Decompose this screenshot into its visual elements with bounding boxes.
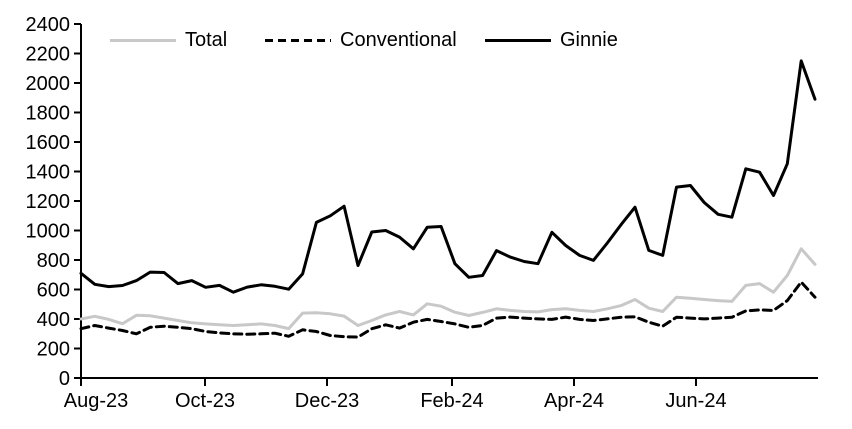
series-line-ginnie <box>79 59 817 294</box>
legend-item-conventional: Conventional <box>265 29 457 51</box>
legend-label-conventional: Conventional <box>340 29 457 51</box>
y-tick-label: 1200 <box>26 191 71 213</box>
legend-item-total: Total <box>110 29 227 51</box>
y-tick-label: 200 <box>37 339 70 361</box>
legend-line-sample-conventional <box>265 38 331 42</box>
y-tick-label: 1600 <box>26 132 71 154</box>
y-tick-label: 2400 <box>26 14 71 36</box>
chart-legend: Total Conventional Ginnie <box>0 0 852 60</box>
y-tick-label: 1000 <box>26 221 71 243</box>
x-tick-label: Aug-23 <box>64 390 129 412</box>
y-tick-label: 2000 <box>26 73 71 95</box>
y-tick-label: 800 <box>37 250 70 272</box>
legend-item-ginnie: Ginnie <box>485 29 618 51</box>
y-tick-label: 1400 <box>26 162 71 184</box>
series-line-total <box>79 247 817 331</box>
x-tick-label: Oct-23 <box>175 390 235 412</box>
legend-label-total: Total <box>185 29 228 51</box>
y-tick-label: 2200 <box>26 44 71 66</box>
legend-label-ginnie: Ginnie <box>560 29 618 51</box>
legend-line-sample-total <box>110 38 176 42</box>
series-line-conventional <box>79 280 817 339</box>
y-tick-label: 1800 <box>26 103 71 125</box>
x-tick-label: Feb-24 <box>420 390 483 412</box>
y-tick-label: 400 <box>37 309 70 331</box>
x-tick-label: Apr-24 <box>544 390 604 412</box>
y-tick-label: 0 <box>59 368 70 390</box>
y-tick-label: 600 <box>37 280 70 302</box>
x-tick-label: Jun-24 <box>665 390 726 412</box>
x-tick-label: Dec-23 <box>295 390 359 412</box>
legend-line-sample-ginnie <box>485 38 551 42</box>
